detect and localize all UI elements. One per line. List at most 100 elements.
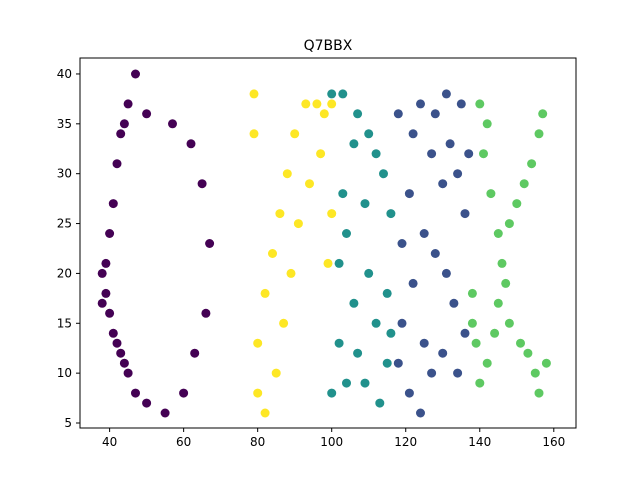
point-s2-14 <box>364 129 374 139</box>
point-s1-4 <box>260 288 270 298</box>
point-s1-17 <box>316 149 326 159</box>
point-s0-16 <box>131 388 140 398</box>
point-s3-26 <box>460 209 470 219</box>
point-s3-20 <box>445 139 455 149</box>
point-s1-21 <box>327 209 337 219</box>
point-s2-17 <box>371 318 381 328</box>
point-s0-7 <box>108 199 118 209</box>
y-tick-label-2: 15 <box>57 316 72 330</box>
y-tick-label-7: 40 <box>57 67 72 81</box>
point-s4-17 <box>516 338 525 348</box>
point-s0-18 <box>142 398 152 408</box>
point-s0-27 <box>205 239 215 248</box>
point-s2-2 <box>334 338 344 348</box>
point-s4-15 <box>504 318 514 328</box>
y-axis: 5 10 15 20 25 30 35 40 <box>57 67 80 430</box>
point-s4-24 <box>538 109 548 119</box>
point-s2-18 <box>375 398 385 408</box>
point-s0-2 <box>101 288 111 298</box>
point-s4-7 <box>482 119 492 129</box>
point-s0-19 <box>142 109 152 119</box>
point-s3-17 <box>438 348 448 358</box>
point-s3-5 <box>404 189 414 199</box>
point-s3-27 <box>464 149 474 159</box>
point-s2-12 <box>360 378 370 388</box>
point-s0-22 <box>179 388 189 398</box>
point-s4-23 <box>534 388 544 398</box>
point-s3-14 <box>430 249 440 258</box>
point-s2-16 <box>371 149 381 159</box>
x-tick-label-2: 80 <box>250 435 265 449</box>
point-s3-23 <box>453 169 463 179</box>
point-s4-8 <box>486 189 496 199</box>
point-s3-19 <box>441 268 451 278</box>
point-s0-10 <box>116 348 126 358</box>
point-s4-20 <box>527 159 537 169</box>
point-s0-23 <box>186 139 196 149</box>
point-s2-13 <box>360 199 370 209</box>
point-s1-12 <box>290 129 300 139</box>
point-s2-3 <box>334 258 344 268</box>
point-s3-16 <box>438 179 448 189</box>
point-s3-4 <box>404 388 414 398</box>
point-s1-1 <box>249 129 259 139</box>
point-s1-15 <box>305 179 314 189</box>
point-s4-19 <box>523 348 533 358</box>
point-s4-0 <box>467 288 477 298</box>
point-s3-2 <box>397 239 407 248</box>
point-s0-13 <box>119 119 129 129</box>
point-s4-5 <box>479 149 488 159</box>
point-s1-7 <box>271 368 281 378</box>
point-s0-0 <box>97 298 107 308</box>
point-s2-9 <box>349 298 359 308</box>
point-s4-14 <box>504 219 514 229</box>
point-s0-24 <box>190 348 200 358</box>
point-s3-1 <box>393 109 403 119</box>
point-s2-1 <box>327 89 337 99</box>
point-s2-22 <box>386 209 396 219</box>
x-tick-label-6: 160 <box>542 435 565 449</box>
point-s1-16 <box>312 99 322 109</box>
point-s4-11 <box>493 298 503 308</box>
y-tick-label-6: 35 <box>57 117 72 131</box>
point-s2-23 <box>386 328 396 338</box>
point-s4-21 <box>530 368 540 378</box>
y-tick-label-1: 10 <box>57 366 72 380</box>
point-s2-11 <box>353 348 363 358</box>
x-tick-label-0: 40 <box>102 435 117 449</box>
point-s3-10 <box>419 229 429 238</box>
x-tick-label-5: 140 <box>468 435 491 449</box>
point-s3-11 <box>419 338 429 348</box>
point-s4-13 <box>501 278 511 288</box>
point-s1-14 <box>301 99 311 109</box>
y-tick-label-4: 25 <box>57 217 72 231</box>
point-s1-3 <box>253 388 263 398</box>
point-s2-10 <box>353 109 363 119</box>
plot-frame <box>79 57 577 429</box>
point-s0-1 <box>97 268 107 278</box>
point-s3-24 <box>456 99 466 109</box>
point-s1-11 <box>286 268 296 278</box>
point-s4-18 <box>519 179 529 189</box>
point-s4-4 <box>475 378 485 388</box>
y-tick-label-3: 20 <box>57 266 72 280</box>
x-axis: 40 60 80 100 120 140 160 <box>102 428 565 449</box>
point-s0-15 <box>123 99 133 109</box>
point-s2-0 <box>327 388 337 398</box>
point-s1-6 <box>268 249 277 258</box>
point-s2-4 <box>338 89 348 99</box>
point-s0-25 <box>197 179 207 189</box>
point-s3-25 <box>460 328 470 338</box>
point-s0-26 <box>201 308 211 318</box>
point-s2-7 <box>342 229 351 238</box>
point-s0-8 <box>112 338 122 348</box>
point-s0-11 <box>116 129 126 139</box>
point-s2-6 <box>342 378 351 388</box>
point-s0-12 <box>119 358 129 368</box>
point-s0-14 <box>123 368 133 378</box>
point-s3-22 <box>453 368 463 378</box>
point-s1-8 <box>275 209 285 219</box>
point-s3-7 <box>408 278 418 288</box>
point-s1-19 <box>323 258 333 268</box>
point-s4-2 <box>471 338 481 348</box>
